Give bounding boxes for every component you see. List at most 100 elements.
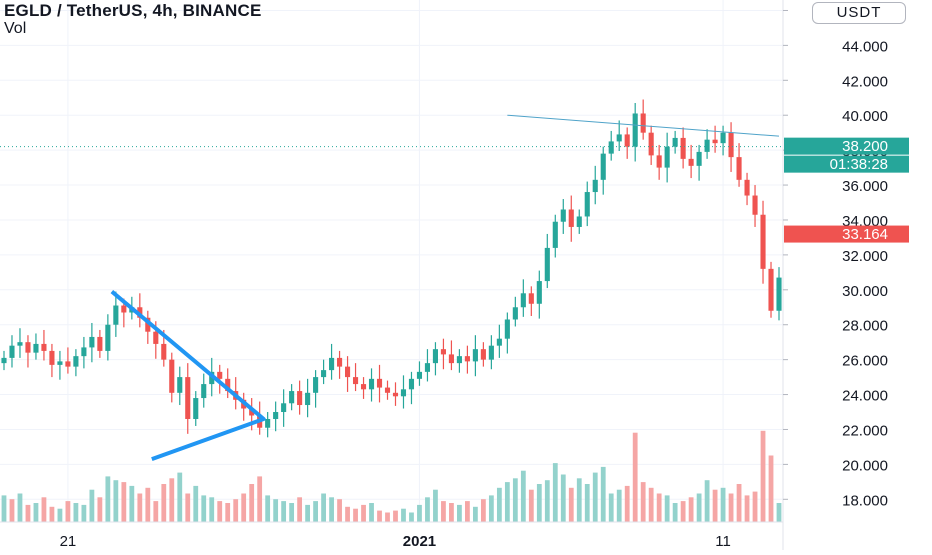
volume-bar	[504, 482, 510, 522]
candle-body	[201, 384, 207, 399]
volume-bar	[297, 497, 303, 522]
candle-body	[560, 209, 566, 222]
volume-bar	[177, 472, 183, 522]
volume-bar	[752, 491, 758, 522]
candle-body	[464, 356, 470, 362]
x-tick-label: 11	[715, 533, 731, 550]
volume-bar	[217, 501, 223, 522]
x-tick-label: 21	[60, 533, 77, 550]
candle-body	[145, 317, 151, 332]
volume-bar	[289, 503, 295, 522]
candle-body	[608, 141, 614, 154]
candle-body	[584, 192, 590, 217]
y-tick-label: 42.000	[842, 73, 888, 90]
candle-body	[696, 151, 702, 166]
currency-button[interactable]: USDT	[812, 2, 906, 24]
volume-bar	[536, 484, 542, 522]
volume-bar	[89, 489, 95, 522]
price-badge-bg	[784, 137, 909, 155]
candle-body	[640, 113, 646, 133]
symbol-title[interactable]: EGLD / TetherUS, 4h, BINANCE	[4, 1, 262, 20]
candle-body	[352, 377, 359, 385]
volume-bar	[648, 487, 654, 522]
price-badge-label: 33.164	[842, 226, 888, 243]
y-tick-label: 30.000	[842, 283, 888, 300]
candle-body	[392, 392, 399, 397]
candle-body	[25, 342, 31, 353]
volume-bar	[281, 501, 287, 522]
candle-body	[576, 216, 582, 227]
candle-body	[488, 345, 494, 360]
volume-bar	[417, 504, 422, 522]
price-badge-bg	[784, 155, 909, 173]
candle-body	[289, 391, 295, 404]
y-tick-label: 20.000	[842, 457, 888, 474]
volume-bar	[361, 504, 366, 522]
candle-body	[360, 384, 367, 390]
candle-body	[600, 153, 606, 180]
candle-body	[297, 391, 303, 406]
volume-legend[interactable]: Vol	[4, 20, 27, 37]
volume-bar	[73, 503, 79, 522]
candle-body	[496, 338, 502, 346]
candle-body	[273, 412, 279, 419]
volume-bar	[201, 495, 207, 522]
price-badge-bg	[784, 225, 909, 243]
candle-body	[89, 336, 95, 348]
volume-bar	[696, 493, 702, 522]
candle-body	[57, 361, 63, 365]
volume-bar	[113, 480, 119, 522]
volume-bar	[49, 506, 55, 522]
volume-bar	[624, 485, 630, 522]
candle-body	[33, 343, 39, 353]
candle-body	[161, 343, 167, 360]
volume-bar	[137, 493, 143, 522]
candle-body	[752, 195, 758, 215]
y-tick-label: 32.000	[842, 248, 888, 265]
volume-bar	[41, 497, 47, 522]
volume-bar	[169, 478, 175, 522]
volume-bar	[776, 503, 782, 522]
candle-body	[97, 336, 103, 351]
volume-bar	[720, 487, 726, 522]
volume-bar	[265, 495, 271, 522]
volume-bar	[329, 497, 334, 522]
candle-body	[281, 403, 287, 413]
volume-bar	[345, 506, 350, 522]
volume-bar	[712, 489, 718, 522]
candle-body	[81, 347, 87, 357]
volume-bar	[560, 474, 566, 522]
candle-body	[177, 377, 183, 393]
volume-bar	[225, 503, 231, 522]
candle-body	[105, 324, 111, 351]
candle-body	[552, 221, 558, 248]
y-tick-label: 28.000	[842, 318, 888, 335]
candle-body	[17, 342, 23, 346]
volume-bar	[1, 495, 7, 522]
y-tick-label: 22.000	[842, 422, 888, 439]
volume-bar	[9, 499, 15, 522]
candle-body	[41, 343, 47, 351]
volume-bar	[441, 501, 446, 522]
candle-body	[536, 281, 542, 304]
y-tick-label: 40.000	[842, 108, 888, 125]
volume-bar	[488, 495, 494, 522]
volume-bar	[449, 503, 454, 522]
candle-body	[344, 366, 351, 378]
candle-body	[448, 354, 454, 364]
candle-body	[768, 268, 774, 311]
candle-body	[528, 293, 534, 304]
volume-bar	[305, 504, 311, 522]
candle-body	[632, 113, 638, 147]
volume-bar	[472, 506, 478, 522]
candle-body	[1, 357, 7, 364]
volume-bar	[25, 504, 31, 522]
volume-bar	[728, 493, 734, 522]
candle-body	[568, 209, 574, 227]
candle-body	[121, 305, 127, 313]
candle-body	[432, 349, 439, 364]
volume-bar	[664, 495, 670, 522]
candle-body	[472, 349, 478, 362]
